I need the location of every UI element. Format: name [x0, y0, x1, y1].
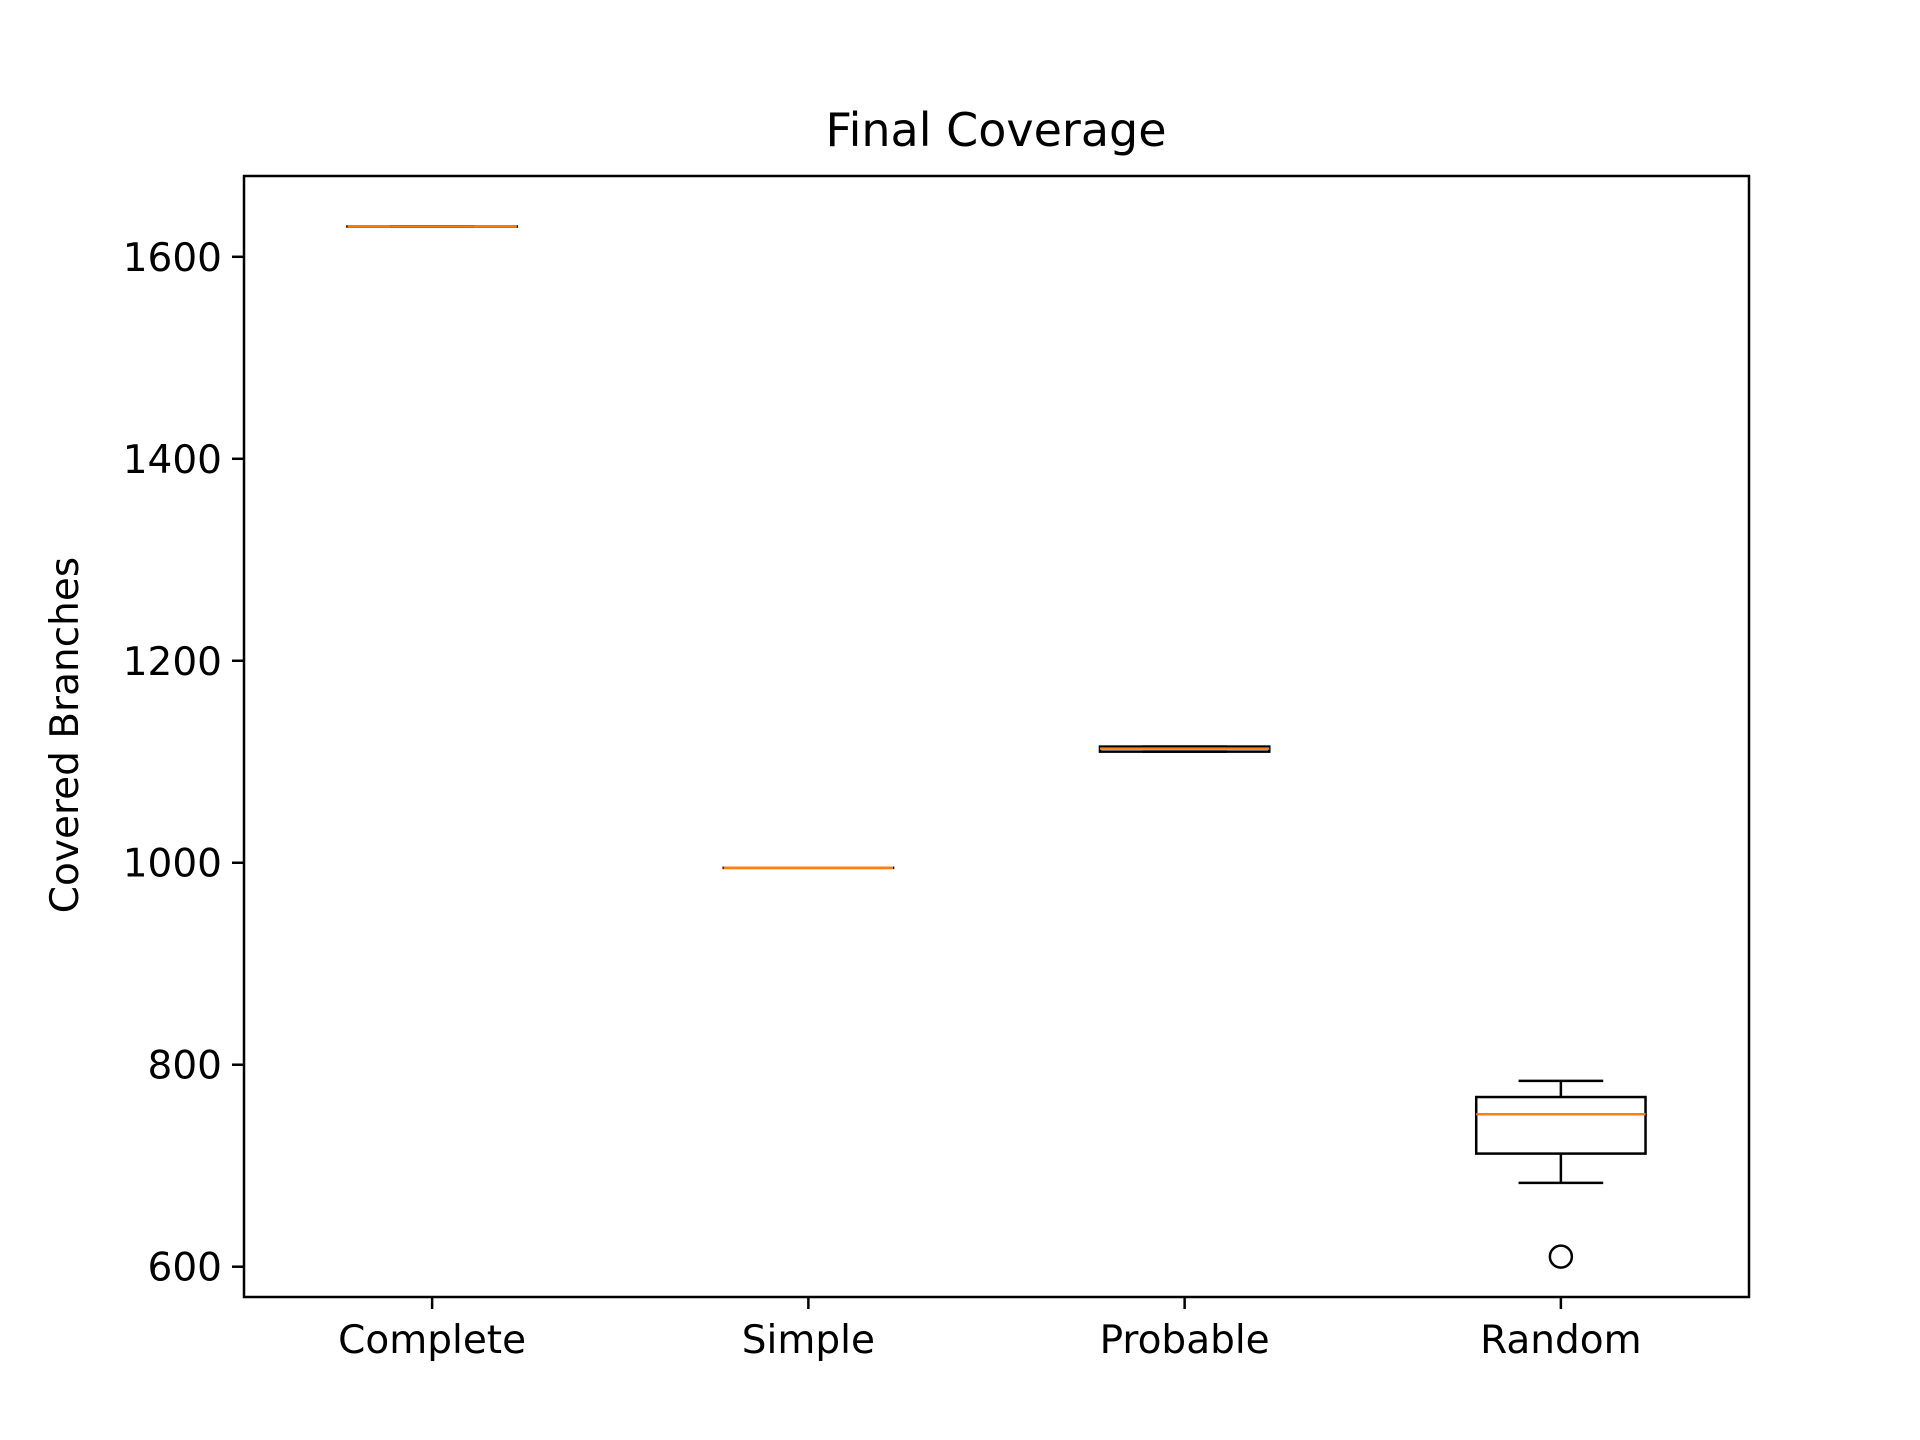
axis-ticks: 600 800 1000 1200 1400 1600 Complete Simple Prob…: [123, 236, 1642, 1363]
y-tick-label: 1000: [123, 842, 222, 887]
box-probable: [1098, 745, 1271, 753]
y-tick-label: 1600: [123, 236, 222, 281]
y-tick-label: 600: [148, 1246, 222, 1291]
x-tick-label: Probable: [1100, 1318, 1270, 1363]
y-axis-label: Covered Branches: [43, 557, 88, 913]
outlier-point: [1548, 1244, 1574, 1269]
box-random: [1474, 1079, 1647, 1269]
plot-area-frame: [242, 174, 1751, 1299]
x-tick-label: Random: [1480, 1318, 1641, 1363]
iqr-box: [1474, 1095, 1647, 1155]
y-tick-label: 800: [148, 1044, 222, 1089]
x-tick-label: Complete: [338, 1318, 526, 1363]
y-tick-label: 1400: [123, 438, 222, 483]
x-tick-label: Simple: [742, 1318, 875, 1363]
box-plots: [346, 225, 1647, 1269]
chart-title: Final Coverage: [825, 103, 1166, 157]
y-tick-label: 1200: [123, 640, 222, 685]
